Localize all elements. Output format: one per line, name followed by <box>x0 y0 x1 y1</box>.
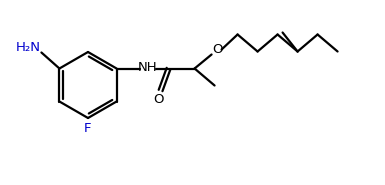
Text: F: F <box>83 122 91 135</box>
Text: H₂N: H₂N <box>16 41 41 54</box>
Text: NH: NH <box>138 61 157 74</box>
Text: O: O <box>153 93 164 106</box>
Text: O: O <box>213 43 223 56</box>
